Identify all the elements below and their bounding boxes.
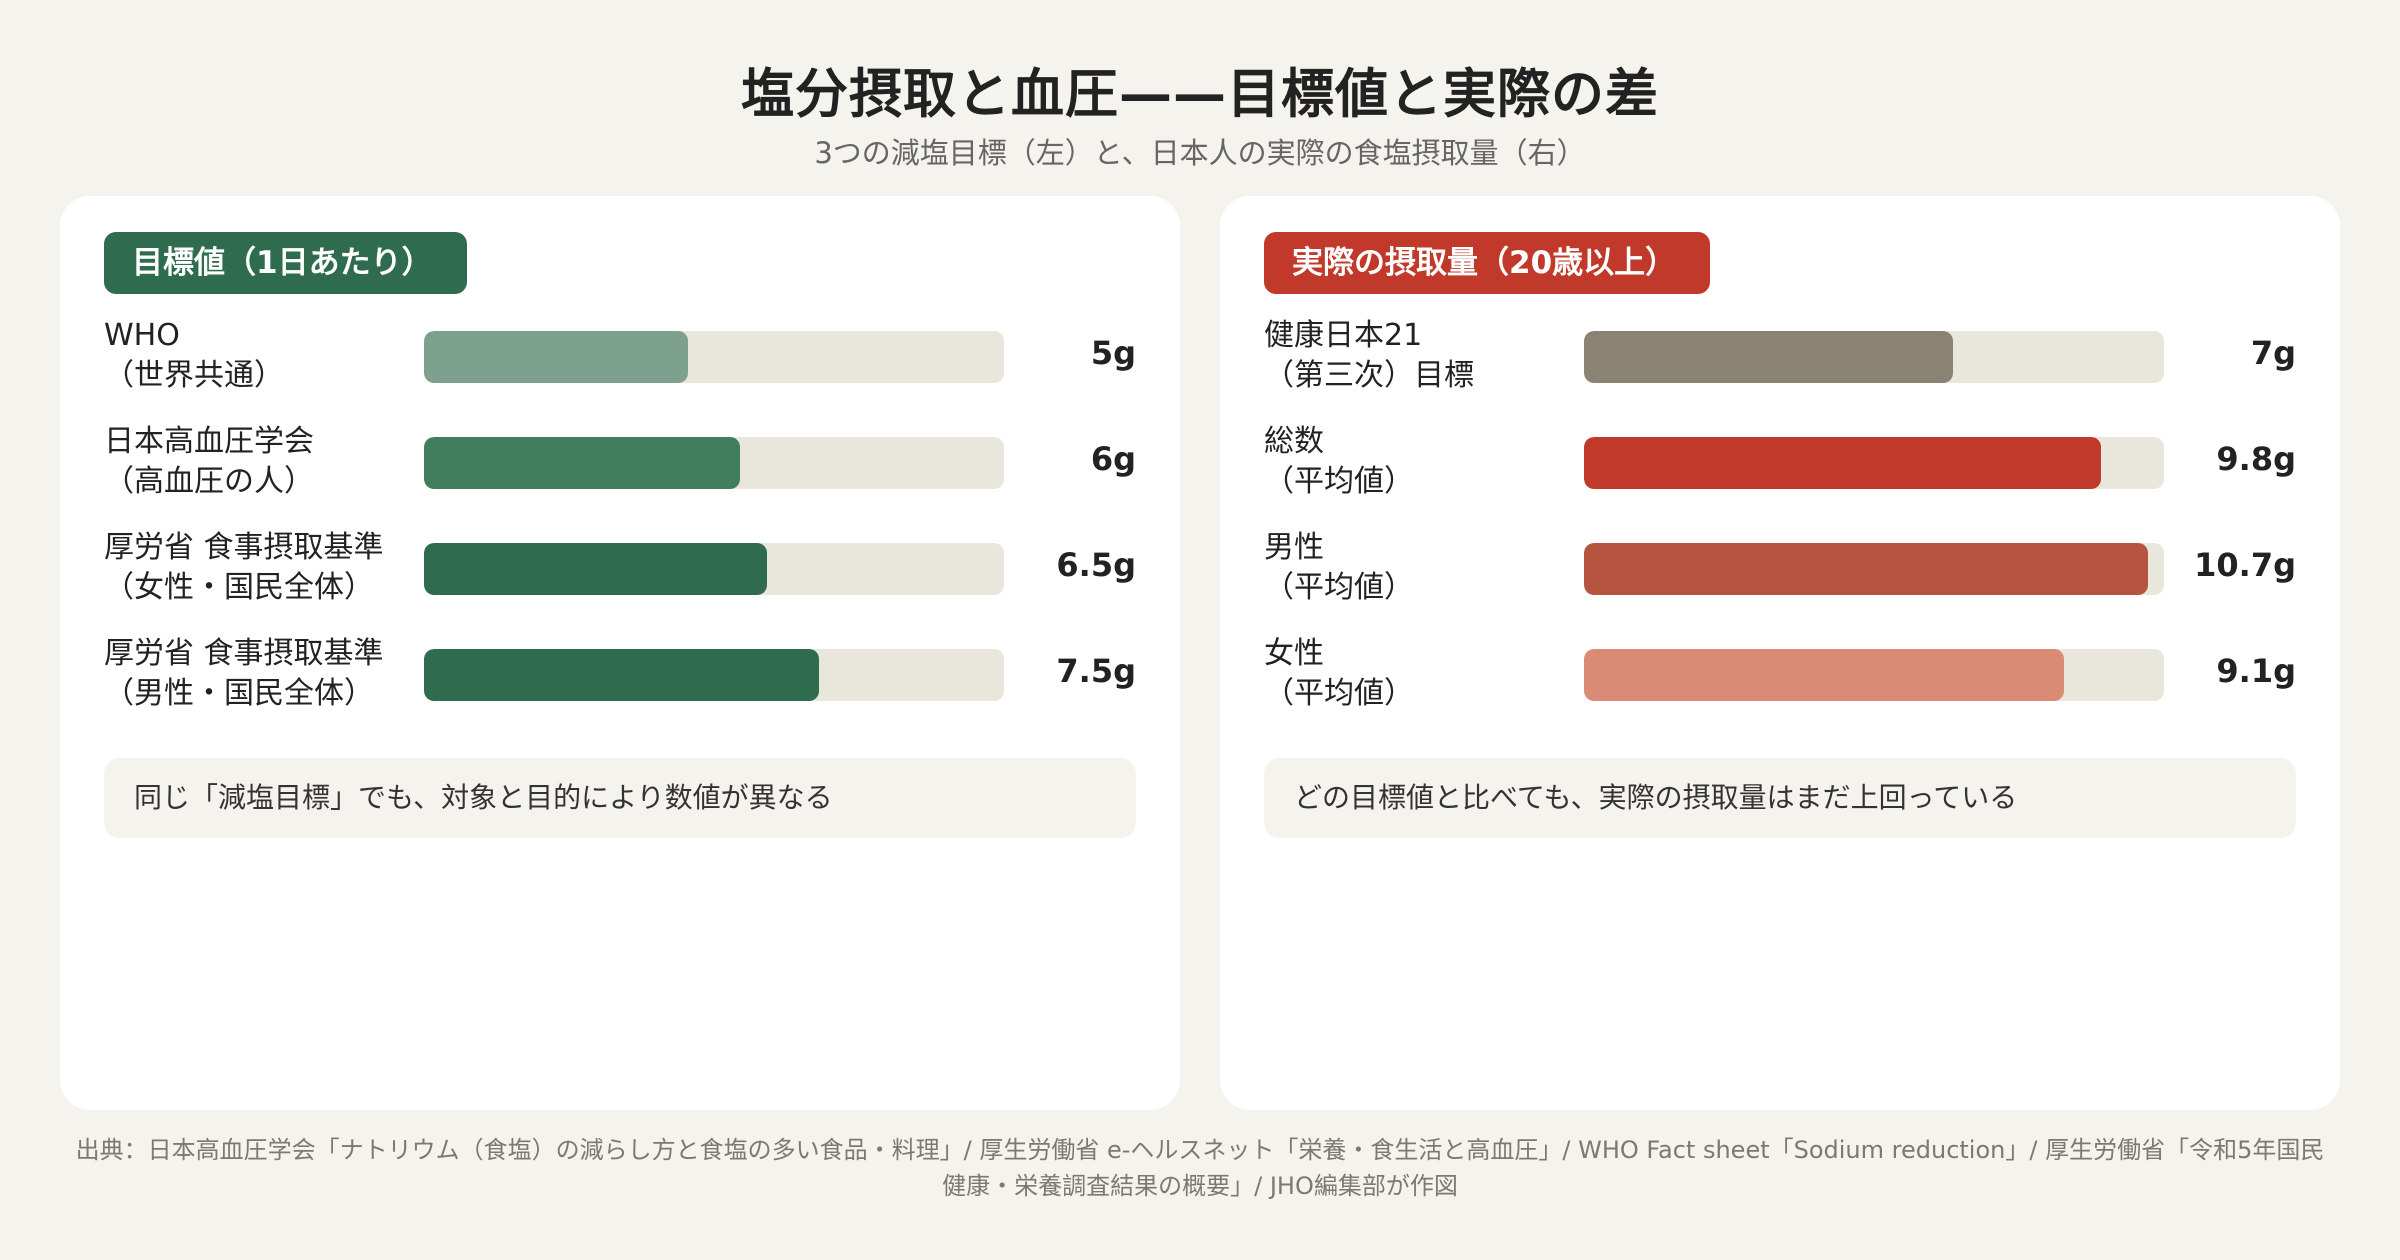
- bar-value-label: 7g: [2250, 334, 2296, 372]
- category-line-2: （第三次）目標: [1264, 358, 1474, 393]
- page-title: 塩分摂取と血圧——目標値と実際の差: [741, 64, 1659, 125]
- category-line-1: WHO: [104, 318, 180, 353]
- actual-intake-panel: 実際の摂取量（20歳以上） 健康日本21 （第三次）目標 7g 総数 （平均値）…: [1220, 196, 2340, 1110]
- bar-category-label: 総数 （平均値）: [1264, 422, 1594, 502]
- bar-row: 厚労省 食事摂取基準 （女性・国民全体） 6.5g: [104, 528, 1136, 608]
- bar-value-label: 6.5g: [1056, 546, 1136, 584]
- bar-track: [424, 331, 1004, 383]
- category-line-1: 厚労省 食事摂取基準: [104, 636, 384, 671]
- bar-row: 総数 （平均値） 9.8g: [1264, 422, 2296, 502]
- actual-intake-note: どの目標値と比べても、実際の摂取量はまだ上回っている: [1264, 758, 2296, 838]
- bar: [424, 437, 741, 489]
- category-line-2: （平均値）: [1264, 570, 1414, 605]
- bar: [1584, 437, 2101, 489]
- category-line-1: 日本高血圧学会: [104, 424, 314, 459]
- bar-category-label: 男性 （平均値）: [1264, 528, 1594, 608]
- bar-row: 健康日本21 （第三次）目標 7g: [1264, 316, 2296, 396]
- category-line-1: 男性: [1264, 530, 1324, 565]
- bar: [1584, 543, 2149, 595]
- bar: [424, 331, 688, 383]
- actual-intake-title: 実際の摂取量（20歳以上）: [1264, 232, 1711, 294]
- bar-value-label: 7.5g: [1056, 652, 1136, 690]
- target-values-title: 目標値（1日あたり）: [104, 232, 467, 294]
- bar-category-label: 健康日本21 （第三次）目標: [1264, 316, 1594, 396]
- target-values-note: 同じ「減塩目標」でも、対象と目的により数値が異なる: [104, 758, 1136, 838]
- bar-value-label: 9.1g: [2216, 652, 2296, 690]
- bar-track: [424, 437, 1004, 489]
- bar-value-label: 9.8g: [2216, 440, 2296, 478]
- bar-row: 男性 （平均値） 10.7g: [1264, 528, 2296, 608]
- bar-track: [1584, 331, 2164, 383]
- bar-track: [1584, 437, 2164, 489]
- bar-track: [1584, 543, 2164, 595]
- target-values-panel: 目標値（1日あたり） WHO （世界共通） 5g 日本高血圧学会 （高血圧の人）…: [60, 196, 1180, 1110]
- bar-row: 厚労省 食事摂取基準 （男性・国民全体） 7.5g: [104, 634, 1136, 714]
- bar: [424, 649, 820, 701]
- category-line-1: 健康日本21: [1264, 318, 1423, 353]
- bar-row: 女性 （平均値） 9.1g: [1264, 634, 2296, 714]
- bar-track: [424, 543, 1004, 595]
- bar-row: WHO （世界共通） 5g: [104, 316, 1136, 396]
- category-line-2: （女性・国民全体）: [104, 570, 374, 605]
- bar: [1584, 331, 1954, 383]
- bar: [1584, 649, 2064, 701]
- category-line-2: （男性・国民全体）: [104, 676, 374, 711]
- bar-row: 日本高血圧学会 （高血圧の人） 6g: [104, 422, 1136, 502]
- bar-value-label: 6g: [1090, 440, 1136, 478]
- category-line-1: 厚労省 食事摂取基準: [104, 530, 384, 565]
- page-subtitle: 3つの減塩目標（左）と、日本人の実際の食塩摂取量（右）: [814, 136, 1586, 170]
- bar-track: [424, 649, 1004, 701]
- bar-category-label: 厚労省 食事摂取基準 （男性・国民全体）: [104, 634, 434, 714]
- category-line-1: 総数: [1264, 424, 1324, 459]
- bar-category-label: 厚労省 食事摂取基準 （女性・国民全体）: [104, 528, 434, 608]
- bar-category-label: 日本高血圧学会 （高血圧の人）: [104, 422, 434, 502]
- category-line-1: 女性: [1264, 636, 1324, 671]
- source-note: 出典：日本高血圧学会「ナトリウム（食塩）の減らし方と食塩の多い食品・料理」/ 厚…: [50, 1132, 2350, 1204]
- category-line-2: （平均値）: [1264, 676, 1414, 711]
- category-line-2: （世界共通）: [104, 358, 284, 393]
- source-line-1: 出典：日本高血圧学会「ナトリウム（食塩）の減らし方と食塩の多い食品・料理」/ 厚…: [75, 1136, 2325, 1164]
- source-line-2: 健康・栄養調査結果の概要」/ JHO編集部が作図: [942, 1172, 1458, 1200]
- bar-category-label: WHO （世界共通）: [104, 316, 434, 396]
- bar: [424, 543, 767, 595]
- bar-category-label: 女性 （平均値）: [1264, 634, 1594, 714]
- bar-track: [1584, 649, 2164, 701]
- bar-value-label: 10.7g: [2194, 546, 2296, 584]
- category-line-2: （平均値）: [1264, 464, 1414, 499]
- bar-value-label: 5g: [1090, 334, 1136, 372]
- category-line-2: （高血圧の人）: [104, 464, 314, 499]
